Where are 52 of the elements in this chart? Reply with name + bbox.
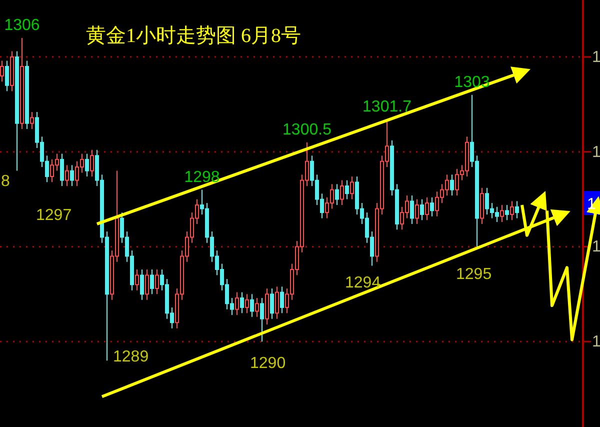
candlestick [140, 268, 144, 300]
candlestick [255, 297, 259, 318]
candlestick [235, 292, 239, 316]
candlestick [515, 200, 519, 219]
candlestick [275, 286, 279, 320]
candlestick [410, 194, 414, 224]
annotation: 1 [592, 48, 600, 66]
candlestick [150, 268, 154, 295]
candlestick [500, 204, 504, 223]
candlestick [270, 288, 274, 320]
annotation: 8 [1, 172, 10, 190]
candlestick [245, 294, 249, 314]
candlestick [350, 176, 354, 200]
candlestick [155, 268, 159, 295]
candlestick [90, 149, 94, 177]
candlestick [60, 153, 64, 186]
candlestick [30, 111, 34, 130]
candlestick [250, 294, 254, 318]
candlestick [335, 184, 339, 206]
candlestick [430, 196, 434, 217]
annotation: 1289 [113, 348, 149, 366]
candlestick [5, 60, 9, 92]
annotation: 1290 [250, 355, 286, 372]
candlestick [280, 286, 284, 314]
text: 黄金1小时走势图 6月8号 [86, 25, 301, 47]
annotation: 1 [592, 144, 600, 161]
candlestick [510, 200, 514, 221]
annotation: 1 [592, 334, 600, 351]
candlestick [345, 180, 349, 200]
candlestick [260, 297, 264, 342]
annotation: 1306 [4, 16, 40, 34]
candlestick [425, 196, 429, 221]
annotation: 1303 [454, 74, 490, 91]
candlestick [420, 198, 424, 221]
candlestick [240, 292, 244, 314]
candlestick [70, 164, 74, 186]
candlestick [505, 204, 509, 221]
candlestick [65, 164, 69, 186]
candlestick [450, 174, 454, 196]
candlestick [145, 268, 149, 300]
candlestick [135, 268, 139, 291]
annotation: 1297 [36, 207, 72, 224]
annotation: 1301.7 [362, 98, 412, 116]
annotation: 1298 [184, 168, 220, 186]
candlestick [85, 153, 89, 177]
annotation: 1300.5 [282, 121, 332, 138]
candlestick [340, 180, 344, 206]
candlestick [415, 198, 419, 224]
candlestick [0, 60, 4, 82]
annotation: 1294 [345, 274, 381, 292]
annotation: 1295 [456, 266, 492, 283]
annotation: 1 [592, 238, 600, 256]
